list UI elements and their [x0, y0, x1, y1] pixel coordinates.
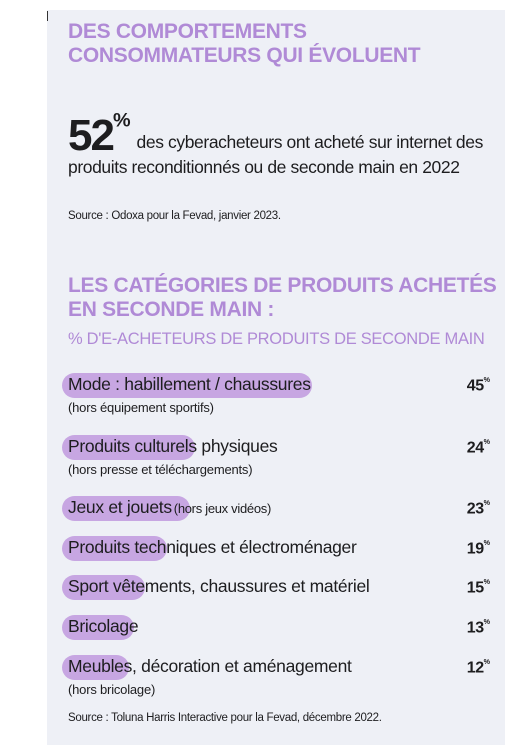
- title: DES COMPORTEMENTS CONSOMMATEURS QUI ÉVOL…: [68, 20, 421, 67]
- category-label: Meubles, décoration et aménagement: [68, 656, 352, 677]
- category-label: Jeux et jouets (hors jeux vidéos): [68, 497, 271, 518]
- category-text: Jeux et jouets: [68, 497, 172, 517]
- chart-title: LES CATÉGORIES DE PRODUITS ACHETÉS EN SE…: [68, 274, 497, 321]
- category-note: (hors presse et téléchargements): [68, 462, 253, 477]
- value-label: 15%: [466, 577, 490, 597]
- category-text: Meubles, décoration et aménagement: [68, 656, 352, 676]
- bar: [62, 535, 168, 561]
- value-label: 23%: [466, 498, 490, 518]
- category-label: Mode : habillement / chaussures: [68, 374, 311, 395]
- value-label: 13%: [466, 617, 490, 637]
- category-label: Bricolage: [68, 616, 139, 637]
- bar: [62, 495, 190, 521]
- value-label: 19%: [466, 538, 490, 558]
- category-text: Produits techniques et électroménager: [68, 537, 357, 557]
- category-text: Produits culturels physiques: [68, 436, 278, 456]
- category-note: (hors jeux vidéos): [173, 501, 272, 516]
- stat-block: 52%des cyberacheteurs ont acheté sur int…: [68, 100, 500, 179]
- stat-text: des cyberacheteurs ont acheté sur intern…: [68, 131, 483, 177]
- category-note: (hors bricolage): [68, 682, 156, 697]
- bar: [62, 574, 146, 600]
- value-label: 24%: [466, 437, 490, 457]
- value-label: 12%: [466, 657, 490, 677]
- category-text: Mode : habillement / chaussures: [68, 374, 311, 394]
- bar: [62, 654, 129, 680]
- source: Source : Odoxa pour la Fevad, janvier 20…: [68, 210, 281, 222]
- category-label: Sport vêtements, chaussures et matériel: [68, 576, 370, 597]
- category-text: Bricolage: [68, 616, 139, 636]
- value-label: 45%: [466, 375, 490, 395]
- category-label: Produits techniques et électroménager: [68, 537, 357, 558]
- crop-mark: [47, 11, 48, 21]
- stat-figure: 52%: [68, 109, 131, 160]
- chart-subtitle: % D'E-ACHETEURS DE PRODUITS DE SECONDE M…: [68, 330, 485, 348]
- bar: [62, 434, 196, 460]
- bar: [62, 614, 135, 640]
- chart-source: Source : Toluna Harris Interactive pour …: [68, 712, 382, 724]
- category-label: Produits culturels physiques: [68, 436, 278, 457]
- category-note: (hors équipement sportifs): [68, 400, 214, 415]
- category-text: Sport vêtements, chaussures et matériel: [68, 576, 370, 596]
- bar: [62, 372, 312, 398]
